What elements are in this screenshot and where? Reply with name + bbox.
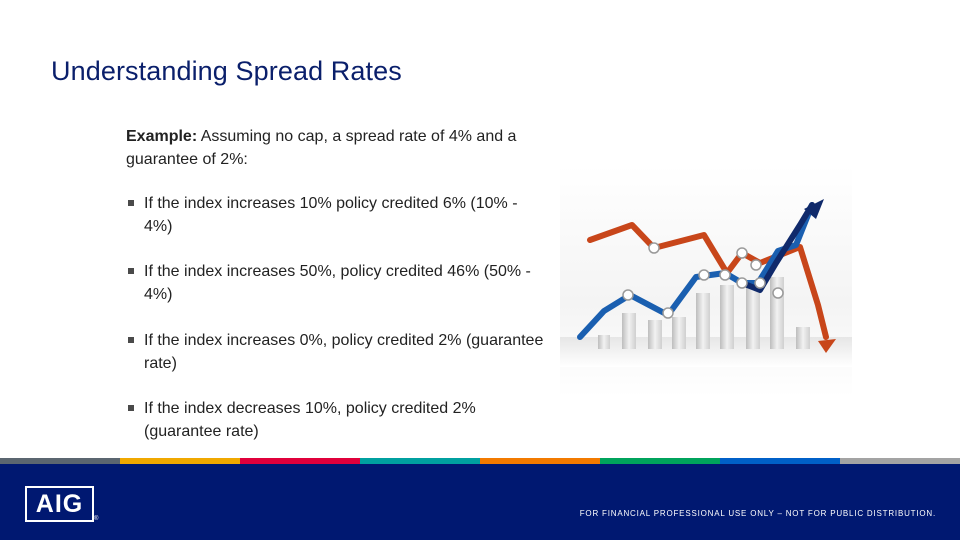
bullet-item: If the index increases 0%, policy credit… <box>126 329 544 375</box>
stock-trend-graphic <box>560 165 852 397</box>
stripe-segment <box>120 458 240 464</box>
color-stripe <box>0 458 960 464</box>
stripe-segment <box>480 458 600 464</box>
slide-title: Understanding Spread Rates <box>51 56 402 86</box>
bullet-text: If the index increases 0%, policy credit… <box>144 332 544 372</box>
bullet-square-icon <box>128 268 134 274</box>
bullet-text: If the index increases 10% policy credit… <box>144 195 518 235</box>
stripe-segment <box>600 458 720 464</box>
bullet-item: If the index increases 50%, policy credi… <box>126 260 544 306</box>
stripe-segment <box>840 458 960 464</box>
aig-logo: AIG <box>25 486 94 522</box>
disclaimer-text: FOR FINANCIAL PROFESSIONAL USE ONLY – NO… <box>579 509 936 518</box>
bullet-item: If the index decreases 10%, policy credi… <box>126 397 544 443</box>
bullet-item: If the index increases 10% policy credit… <box>126 192 544 238</box>
intro-body: Assuming no cap, a spread rate of 4% and… <box>126 128 517 168</box>
navy-trend-line <box>739 199 824 293</box>
bullet-square-icon <box>128 200 134 206</box>
bullet-square-icon <box>128 405 134 411</box>
trend-point-markers <box>622 242 784 319</box>
stripe-segment <box>720 458 840 464</box>
orange-trend-line <box>587 222 836 353</box>
registered-mark: ® <box>94 516 99 522</box>
bullet-square-icon <box>128 337 134 343</box>
intro-label: Example: <box>126 128 198 145</box>
intro-text: Example: Assuming no cap, a spread rate … <box>126 125 546 171</box>
stripe-segment <box>0 458 120 464</box>
footer-bar: AIG ® FOR FINANCIAL PROFESSIONAL USE ONL… <box>0 464 960 540</box>
bullet-text: If the index increases 50%, policy credi… <box>144 263 531 303</box>
bullet-text: If the index decreases 10%, policy credi… <box>144 400 476 440</box>
stripe-segment <box>360 458 480 464</box>
stripe-segment <box>240 458 360 464</box>
